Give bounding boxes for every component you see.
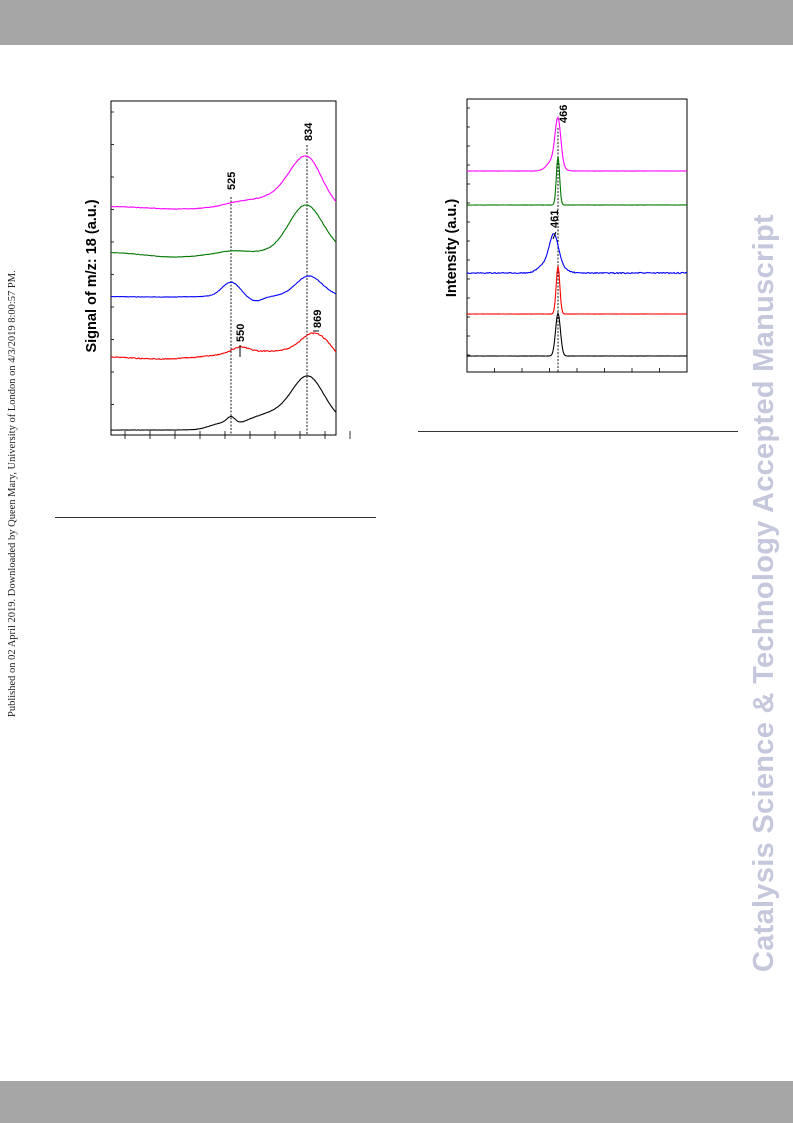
raman-peak-label-466: 466 bbox=[558, 105, 570, 123]
raman-left-ticks bbox=[467, 107, 470, 356]
tpr-left-ticks bbox=[111, 111, 351, 435]
tpr-peak-label-869: 869 bbox=[312, 310, 324, 328]
raman-y-axis-label: Intensity (a.u.) bbox=[444, 199, 460, 297]
tpr-series-green bbox=[110, 204, 337, 258]
tpr-peak-label-525: 525 bbox=[226, 172, 238, 190]
raman-bottom-ticks bbox=[466, 368, 660, 372]
raman-peak-marker-461 bbox=[552, 231, 557, 240]
raman-plot-frame bbox=[466, 98, 688, 373]
header-band bbox=[0, 0, 793, 45]
tpr-series-red bbox=[110, 332, 337, 360]
tpr-chart: 525 834 550 869 Signal of m/z: 18 (a.u.) bbox=[84, 100, 351, 439]
tpr-series-black bbox=[110, 375, 337, 431]
raman-series-black bbox=[466, 311, 688, 357]
tpr-bottom-ticks bbox=[124, 435, 351, 439]
tpr-y-axis-label: Signal of m/z: 18 (a.u.) bbox=[84, 199, 100, 352]
tpr-series-blue bbox=[110, 275, 337, 302]
raman-series-red bbox=[466, 265, 688, 315]
footer-band bbox=[0, 1081, 793, 1123]
right-caption-rule bbox=[418, 431, 738, 432]
raman-series-magenta bbox=[466, 116, 688, 172]
tpr-series-magenta bbox=[110, 155, 337, 210]
raman-series-green bbox=[466, 155, 688, 206]
raman-series-blue bbox=[466, 233, 688, 275]
tpr-peak-label-550: 550 bbox=[235, 324, 247, 342]
left-caption-rule bbox=[55, 517, 376, 518]
tpr-plot-frame bbox=[110, 100, 337, 436]
raman-chart: 466 461 Intensity (a.u.) bbox=[444, 98, 688, 373]
raman-peak-label-461: 461 bbox=[549, 210, 561, 228]
tpr-peak-label-834: 834 bbox=[303, 122, 315, 141]
